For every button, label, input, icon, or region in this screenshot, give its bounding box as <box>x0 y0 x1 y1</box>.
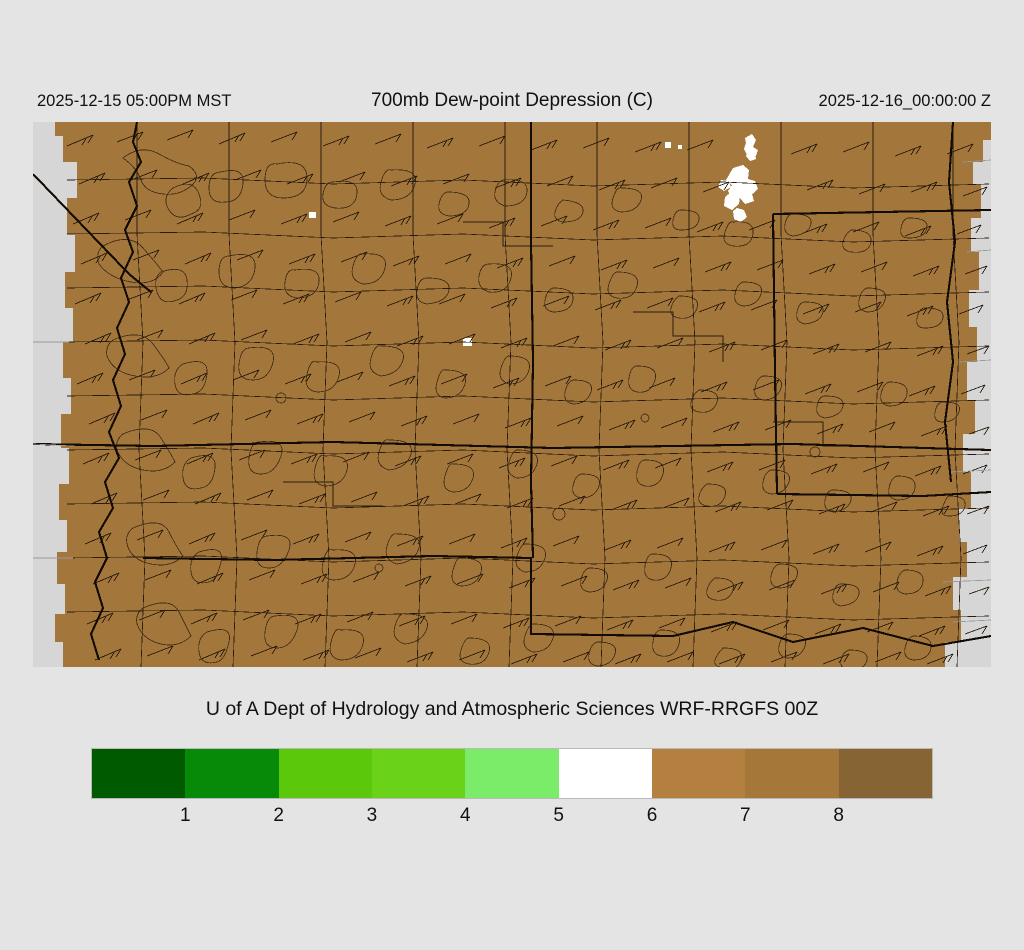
map-canvas <box>33 122 991 667</box>
state-boundaries <box>33 122 991 661</box>
out-of-domain-boundaries <box>33 159 991 623</box>
colorbar-segment-_8 <box>838 749 932 798</box>
colorbar-tick-5: 5 <box>553 805 564 826</box>
page-title: 700mb Dew-point Depression (C) <box>371 90 653 111</box>
colorbar-segment-0_1 <box>92 749 186 798</box>
colorbar-segment-6_7 <box>651 749 746 798</box>
colorbar-tick-1: 1 <box>180 805 191 826</box>
valid-time-local-label: 2025-12-15 05:00PM MST <box>37 92 232 110</box>
colorbar-tick-6: 6 <box>646 805 658 826</box>
colorbar-segment-5_6 <box>558 749 652 798</box>
colorbar-segment-7_8 <box>745 749 839 798</box>
valid-time-utc-label: 2025-12-16_00:00:00 Z <box>818 92 991 110</box>
colorbar-tick-labels: 1 2 3 4 5 6 7 8 <box>92 805 932 831</box>
weather-map[interactable] <box>33 122 991 667</box>
plot-header: 2025-12-15 05:00PM MST 700mb Dew-point D… <box>0 90 1024 118</box>
colorbar-segment-3_4 <box>371 749 466 798</box>
credit-line: U of A Dept of Hydrology and Atmospheric… <box>205 698 819 720</box>
county-boundaries <box>66 122 990 667</box>
colorbar[interactable]: 1 2 3 4 5 6 7 8 <box>92 749 932 826</box>
colorbar-tick-2: 2 <box>273 805 284 826</box>
colorbar-tick-7: 7 <box>740 805 751 826</box>
colorbar-segment-2_3 <box>278 749 372 798</box>
colorbar-strip[interactable] <box>92 749 932 798</box>
colorbar-tick-4: 4 <box>459 805 471 826</box>
colorbar-segment-4_5 <box>465 749 559 798</box>
colorbar-tick-3: 3 <box>366 805 378 826</box>
colorbar-segment-1_2 <box>185 749 279 798</box>
low-depression-patches <box>309 134 758 346</box>
colorbar-tick-8: 8 <box>833 805 844 826</box>
